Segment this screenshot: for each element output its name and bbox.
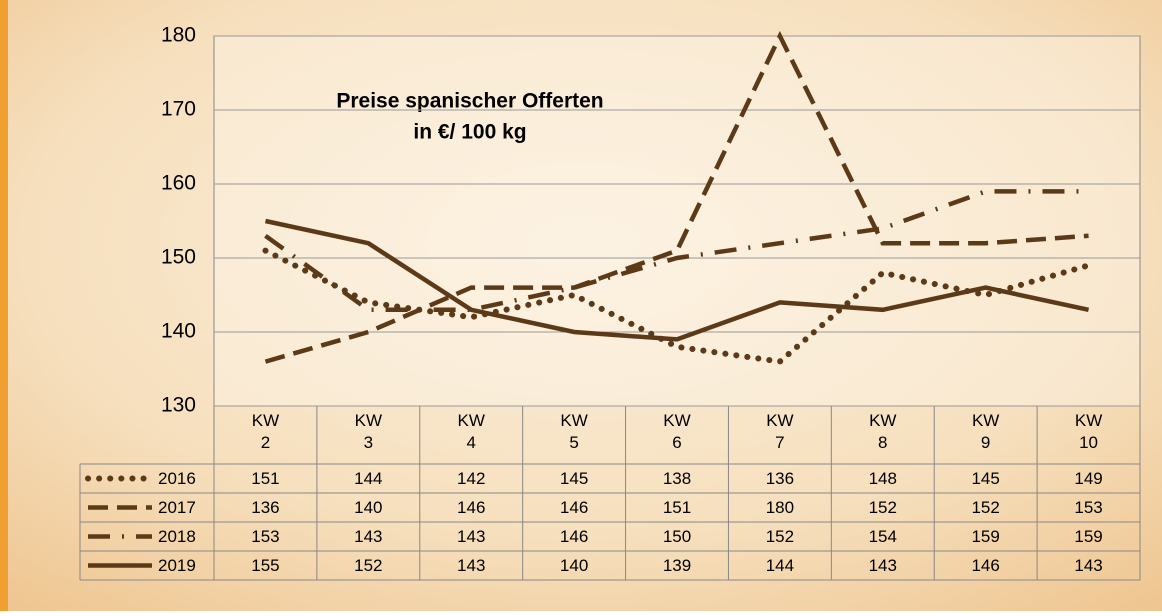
table-cell: 136	[766, 469, 794, 488]
legend-label: 2019	[158, 556, 196, 575]
legend-label: 2017	[158, 498, 196, 517]
table-cell: 152	[354, 556, 382, 575]
table-cell: 149	[1074, 469, 1102, 488]
legend-label: 2018	[158, 527, 196, 546]
table-cell: 148	[869, 469, 897, 488]
y-tick-label: 170	[161, 98, 196, 121]
table-cell: 152	[971, 498, 999, 517]
table-cell: 145	[560, 469, 588, 488]
table-cell: 153	[1074, 498, 1102, 517]
table-cell: 159	[1074, 527, 1102, 546]
y-tick-label: 130	[161, 394, 196, 417]
chart: Preise spanischer Offerten in €/ 100 kg …	[0, 0, 1162, 611]
table-cell: 151	[251, 469, 279, 488]
table-cell: 140	[560, 556, 588, 575]
table-cell: 143	[354, 527, 382, 546]
table-cell: 144	[354, 469, 382, 488]
y-tick-label: 180	[161, 24, 196, 47]
table-cell: 146	[457, 498, 485, 517]
table-cell: 143	[869, 556, 897, 575]
table-cell: 143	[457, 527, 485, 546]
table-cell: 154	[869, 527, 897, 546]
table-cell: 146	[560, 527, 588, 546]
y-tick-label: 160	[161, 172, 196, 195]
chart-title: Preise spanischer Offerten	[336, 90, 603, 113]
table-cell: 150	[663, 527, 691, 546]
table-cell: 136	[251, 498, 279, 517]
table-cell: 138	[663, 469, 691, 488]
y-tick-label: 140	[161, 320, 196, 343]
table-cell: 152	[869, 498, 897, 517]
table-cell: 159	[971, 527, 999, 546]
table-cell: 180	[766, 498, 794, 517]
table-cell: 155	[251, 556, 279, 575]
table-cell: 146	[560, 498, 588, 517]
table-cell: 146	[971, 556, 999, 575]
table-cell: 143	[457, 556, 485, 575]
table-cell: 145	[971, 469, 999, 488]
chart-subtitle: in €/ 100 kg	[413, 121, 526, 144]
table-cell: 139	[663, 556, 691, 575]
y-tick-label: 150	[161, 246, 196, 269]
table-cell: 153	[251, 527, 279, 546]
table-cell: 144	[766, 556, 794, 575]
table-cell: 143	[1074, 556, 1102, 575]
table-cell: 151	[663, 498, 691, 517]
table-cell: 142	[457, 469, 485, 488]
table-cell: 140	[354, 498, 382, 517]
left-stripe	[0, 0, 8, 611]
legend-label: 2016	[158, 469, 196, 488]
table-cell: 152	[766, 527, 794, 546]
